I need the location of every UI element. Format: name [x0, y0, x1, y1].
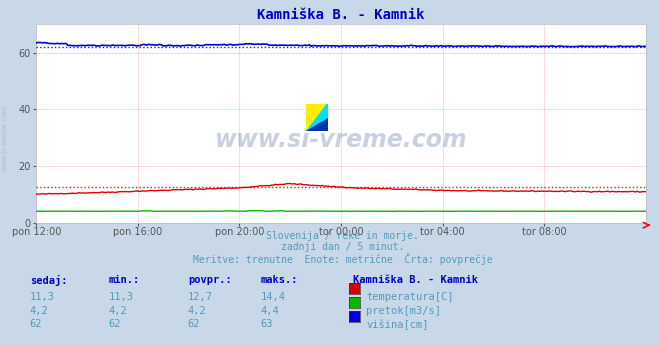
Text: zadnji dan / 5 minut.: zadnji dan / 5 minut.	[281, 242, 405, 252]
Text: sedaj:: sedaj:	[30, 275, 67, 286]
Text: min.:: min.:	[109, 275, 140, 285]
Text: pretok[m3/s]: pretok[m3/s]	[366, 306, 442, 316]
Text: višina[cm]: višina[cm]	[366, 319, 429, 330]
Text: 4,2: 4,2	[109, 306, 127, 316]
Text: 11,3: 11,3	[109, 292, 134, 302]
Text: 62: 62	[109, 319, 121, 329]
Text: www.si-vreme.com: www.si-vreme.com	[215, 128, 467, 152]
Text: 14,4: 14,4	[260, 292, 285, 302]
Text: temperatura[C]: temperatura[C]	[366, 292, 454, 302]
Polygon shape	[306, 104, 328, 131]
Text: 62: 62	[30, 319, 42, 329]
Text: Kamniška B. - Kamnik: Kamniška B. - Kamnik	[353, 275, 478, 285]
Text: maks.:: maks.:	[260, 275, 298, 285]
Title: Kamniška B. - Kamnik: Kamniška B. - Kamnik	[257, 8, 425, 22]
Text: Meritve: trenutne  Enote: metrične  Črta: povprečje: Meritve: trenutne Enote: metrične Črta: …	[193, 253, 492, 265]
Text: 62: 62	[188, 319, 200, 329]
Text: Slovenija / reke in morje.: Slovenija / reke in morje.	[266, 231, 419, 241]
Text: povpr.:: povpr.:	[188, 275, 231, 285]
Text: 4,4: 4,4	[260, 306, 279, 316]
Text: 12,7: 12,7	[188, 292, 213, 302]
Text: 63: 63	[260, 319, 273, 329]
Text: www.si-vreme.com: www.si-vreme.com	[1, 105, 8, 172]
Polygon shape	[306, 118, 328, 131]
Polygon shape	[306, 104, 328, 131]
Text: 4,2: 4,2	[188, 306, 206, 316]
Text: 11,3: 11,3	[30, 292, 55, 302]
Text: 4,2: 4,2	[30, 306, 48, 316]
